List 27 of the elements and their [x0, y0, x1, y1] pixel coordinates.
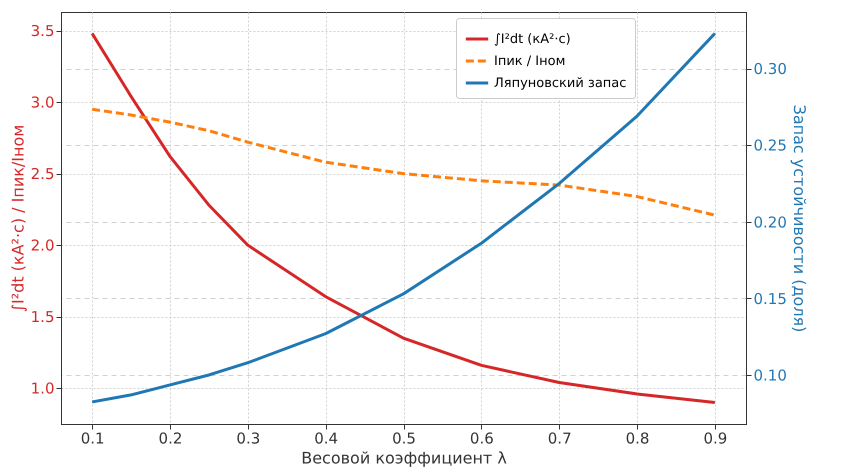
- y2-tick-label: 0.15: [754, 290, 787, 308]
- legend-label: Iпик / Iном: [494, 54, 566, 69]
- x-tick-label: 0.4: [314, 430, 338, 448]
- line-series: [90, 108, 716, 217]
- x-tick-label: 0.1: [80, 430, 105, 448]
- x-tick-label: 0.5: [392, 430, 416, 448]
- y2-tick-label: 0.10: [754, 366, 787, 384]
- legend-label: Ляпуновский запас: [494, 76, 626, 91]
- x-tick-label: 0.7: [548, 430, 572, 448]
- x-tick-label: 0.8: [626, 430, 650, 448]
- legend-label: ∫I²dt (кА²·с): [494, 32, 571, 47]
- y-axis-title: ∫I²dt (кА²·с) / Iпик/Iном: [8, 124, 28, 312]
- y2-axis-title: Запас устойчивости (доля): [790, 104, 809, 332]
- x-axis-title: Весовой коэффициент λ: [301, 448, 507, 468]
- x-tick-label: 0.9: [703, 430, 728, 448]
- y-tick-label: 1.0: [30, 380, 54, 398]
- y2-tick-label: 0.30: [754, 60, 787, 78]
- x-tick-label: 0.6: [470, 430, 494, 448]
- x-tick-label: 0.2: [158, 430, 182, 448]
- y-tick-label: 3.0: [30, 94, 54, 112]
- y-tick-label: 2.0: [30, 236, 54, 255]
- y2-tick-label: 0.25: [754, 136, 787, 155]
- y-tick-label: 3.5: [30, 22, 54, 40]
- y2-tick-label: 0.20: [754, 213, 787, 232]
- x-tick-label: 0.3: [236, 430, 260, 448]
- y-tick-label: 1.5: [30, 308, 54, 326]
- y-tick-label: 2.5: [30, 165, 54, 184]
